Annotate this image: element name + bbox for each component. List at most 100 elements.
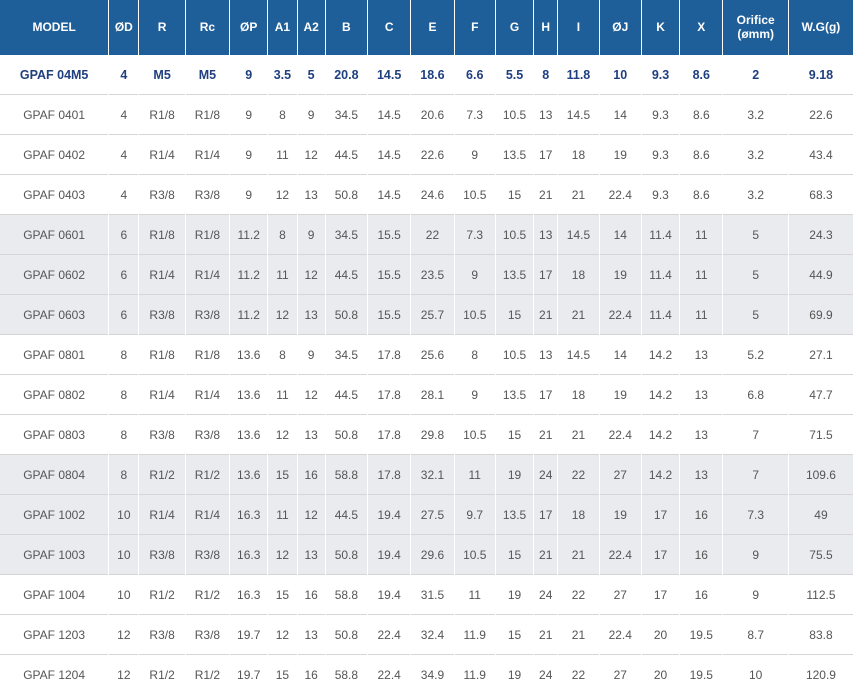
table-cell: 31.5 <box>410 574 455 615</box>
table-cell: 19 <box>598 494 642 535</box>
table-cell: 27.5 <box>410 494 455 535</box>
table-cell: 13.6 <box>229 414 268 455</box>
table-cell: 28.1 <box>410 374 455 415</box>
table-cell: 47.7 <box>787 374 853 415</box>
table-cell: 9.7 <box>453 494 496 535</box>
table-cell: 13.6 <box>229 334 268 375</box>
table-cell: 18 <box>557 494 600 535</box>
table-cell: 24.3 <box>787 214 853 255</box>
model-cell: GPAF 0402 <box>0 134 109 175</box>
table-cell: 12 <box>267 614 298 655</box>
table-cell: 9 <box>229 94 268 135</box>
table-cell: 8 <box>453 334 496 375</box>
table-cell: 13 <box>679 454 723 495</box>
table-cell: 19 <box>494 574 534 615</box>
table-cell: 19 <box>598 254 642 295</box>
table-cell: 14.5 <box>557 214 600 255</box>
table-cell: 9 <box>296 214 326 255</box>
table-cell: R3/8 <box>138 174 186 215</box>
table-cell: 10.5 <box>494 94 534 135</box>
table-cell: 11 <box>267 134 298 175</box>
column-header: MODEL <box>0 0 109 55</box>
table-cell: 11 <box>267 494 298 535</box>
table-cell: 12 <box>296 254 326 295</box>
table-row: GPAF 1204 12 R1/2 R1/2 19.7 15 16 58.8 22.4 34.9 1… <box>0 654 853 694</box>
table-cell: 22.6 <box>410 134 455 175</box>
table-cell: 10.5 <box>453 294 496 335</box>
table-row: GPAF 04M5 4 M5 M5 9 3.5 5 20.8 14.5 18.6 6.6 5.5 8 11… <box>0 55 853 95</box>
table-cell: 3.2 <box>722 134 789 175</box>
table-cell: 4 <box>108 174 139 215</box>
table-cell: 19.5 <box>679 654 723 694</box>
table-row: GPAF 0603 6 R3/8 R3/8 11.2 12 13 50.8 15.5 25.7 10… <box>0 294 853 335</box>
column-header: A2 <box>296 0 326 55</box>
table-cell: 7.3 <box>722 494 789 535</box>
table-cell: 3.2 <box>722 174 789 215</box>
table-cell: 15.5 <box>367 254 411 295</box>
table-cell: 13 <box>533 214 558 255</box>
table-cell: R1/4 <box>184 494 230 535</box>
table-cell: R3/8 <box>184 414 230 455</box>
table-cell: 22.4 <box>367 614 411 655</box>
table-cell: 11 <box>679 214 723 255</box>
column-header: Rc <box>184 0 230 55</box>
table-cell: 8.6 <box>679 94 723 135</box>
table-cell: 13 <box>679 374 723 415</box>
table-row: GPAF 0402 4 R1/4 R1/4 9 11 12 44.5 14.5 22.6 9 13.5… <box>0 134 853 175</box>
table-cell: 9.18 <box>787 55 853 95</box>
table-row: GPAF 0804 8 R1/2 R1/2 13.6 15 16 58.8 17.8 32.1 11… <box>0 454 853 495</box>
table-cell: R1/2 <box>184 654 230 694</box>
table-cell: 17 <box>533 374 558 415</box>
table-cell: 17 <box>640 494 680 535</box>
table-cell: 19.5 <box>679 614 723 655</box>
table-cell: 3.5 <box>267 55 298 95</box>
table-cell: 9 <box>453 134 496 175</box>
model-cell: GPAF 0804 <box>0 454 109 495</box>
table-cell: 13.5 <box>494 134 534 175</box>
table-cell: 17 <box>640 574 680 615</box>
column-header: A1 <box>267 0 298 55</box>
table-cell: 120.9 <box>787 654 853 694</box>
table-cell: 11.4 <box>640 294 680 335</box>
table-cell: 17.8 <box>367 334 411 375</box>
table-cell: 8.7 <box>722 614 789 655</box>
table-cell: 44.5 <box>324 254 368 295</box>
table-cell: R3/8 <box>138 414 186 455</box>
table-cell: 8 <box>108 334 139 375</box>
column-header: R <box>138 0 186 55</box>
table-cell: 32.1 <box>410 454 455 495</box>
table-cell: 50.8 <box>324 174 368 215</box>
model-cell: GPAF 0802 <box>0 374 109 415</box>
model-cell: GPAF 0401 <box>0 94 109 135</box>
column-header: I <box>557 0 600 55</box>
model-cell: GPAF 1204 <box>0 654 109 694</box>
header-row: MODEL ØD R Rc ØP A1 A2 B C E F G H I ØJ K X Orifice (ømm) W… <box>0 0 853 55</box>
table-cell: 58.8 <box>324 654 368 694</box>
table-cell: 11 <box>453 454 496 495</box>
column-header: X <box>679 0 723 55</box>
table-cell: 14 <box>598 94 642 135</box>
table-cell: 34.5 <box>324 214 368 255</box>
table-cell: 9.3 <box>640 174 680 215</box>
table-cell: 19.7 <box>229 614 268 655</box>
table-cell: 4 <box>108 134 139 175</box>
model-cell: GPAF 1203 <box>0 614 109 655</box>
column-header: C <box>367 0 411 55</box>
table-cell: 16 <box>296 654 326 694</box>
table-cell: 13 <box>679 414 723 455</box>
table-cell: 10 <box>598 55 642 95</box>
table-cell: 22.4 <box>367 654 411 694</box>
table-cell: R3/8 <box>184 294 230 335</box>
table-cell: 29.6 <box>410 534 455 575</box>
table-cell: 16.3 <box>229 534 268 575</box>
table-cell: 13.5 <box>494 254 534 295</box>
table-cell: 15 <box>267 454 298 495</box>
table-cell: 11 <box>267 374 298 415</box>
column-header: Orifice (ømm) <box>722 0 789 55</box>
table-row: GPAF 0801 8 R1/8 R1/8 13.6 8 9 34.5 17.8 25.6 8 10.… <box>0 334 853 375</box>
table-cell: 12 <box>267 174 298 215</box>
table-cell: 8 <box>533 55 558 95</box>
table-cell: 9.3 <box>640 134 680 175</box>
table-cell: 17 <box>533 134 558 175</box>
table-cell: 5 <box>722 214 789 255</box>
